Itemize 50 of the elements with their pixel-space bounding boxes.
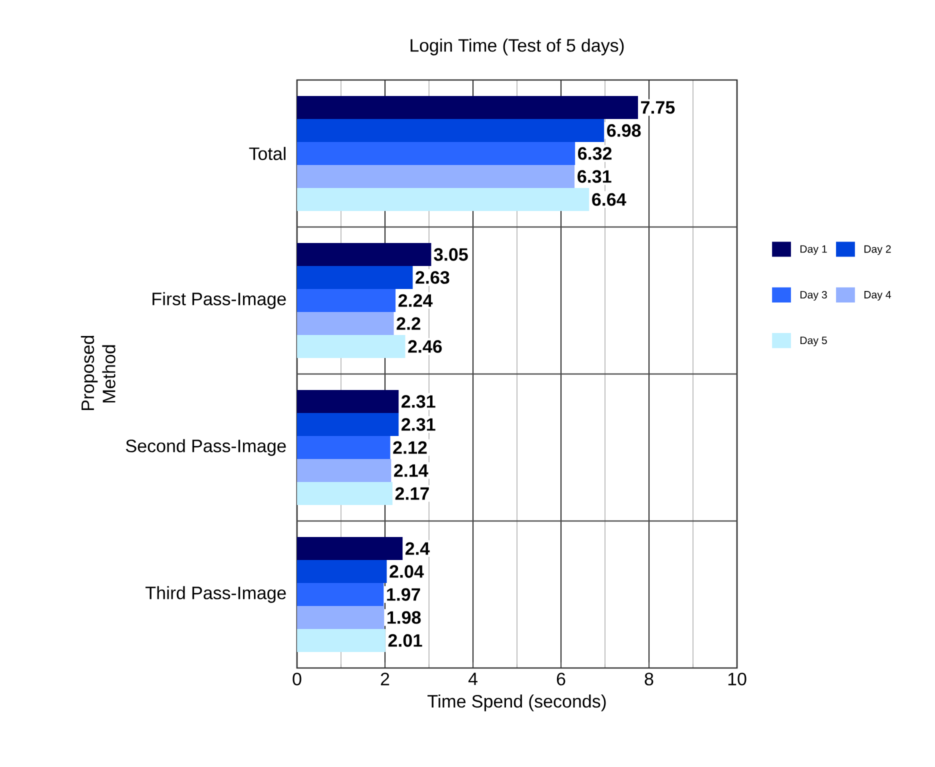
data-label: 1.97 bbox=[387, 588, 420, 601]
bar bbox=[297, 436, 390, 460]
data-label: 1.98 bbox=[388, 611, 421, 624]
y-axis-title: Proposed Method bbox=[80, 336, 116, 410]
x-tick-label: 4 bbox=[468, 672, 478, 686]
data-label: 6.31 bbox=[578, 170, 612, 183]
data-label: 2.12 bbox=[393, 441, 427, 454]
x-axis-title: Time Spend (seconds) bbox=[428, 694, 606, 712]
y-tick-label: Second Pass-Image bbox=[126, 439, 286, 456]
bar bbox=[297, 606, 384, 630]
legend-label: Day 1 bbox=[800, 245, 827, 255]
y-tick-label: Third Pass-Image bbox=[146, 586, 286, 603]
bar bbox=[297, 459, 392, 482]
x-tick-label: 0 bbox=[292, 672, 302, 686]
x-tick-label: 8 bbox=[644, 672, 654, 686]
data-label: 2.24 bbox=[398, 294, 433, 307]
bar bbox=[297, 96, 638, 120]
data-label: 7.75 bbox=[641, 101, 675, 114]
data-label: 6.32 bbox=[578, 147, 612, 160]
bar bbox=[297, 119, 604, 142]
data-label: 2.31 bbox=[402, 395, 436, 408]
data-label: 6.98 bbox=[607, 124, 641, 137]
data-label: 2.01 bbox=[388, 634, 422, 647]
legend-label: Day 3 bbox=[800, 290, 827, 301]
y-tick-label: Total bbox=[249, 146, 286, 160]
data-label: 2.2 bbox=[396, 317, 420, 330]
data-label: 2.46 bbox=[408, 340, 442, 353]
data-label: 2.17 bbox=[395, 487, 429, 500]
x-tick-label: 10 bbox=[728, 672, 746, 686]
x-tick-label: 6 bbox=[556, 672, 566, 686]
data-label: 2.04 bbox=[390, 565, 424, 578]
data-label: 3.05 bbox=[434, 248, 468, 261]
bar bbox=[297, 165, 575, 188]
y-tick-label: First Pass-Image bbox=[152, 292, 286, 309]
bar bbox=[297, 482, 392, 506]
data-label: 2.31 bbox=[402, 418, 436, 431]
x-tick-label: 2 bbox=[380, 672, 390, 686]
data-label: 2.4 bbox=[405, 542, 430, 555]
bar bbox=[297, 243, 432, 266]
legend-label: Day 2 bbox=[864, 245, 891, 255]
data-label: 6.64 bbox=[592, 193, 626, 206]
bar bbox=[297, 629, 386, 652]
data-label: 2.63 bbox=[416, 271, 450, 284]
bar bbox=[297, 335, 406, 358]
chart-title: Login Time (Test of 5 days) bbox=[410, 38, 624, 56]
bar bbox=[297, 266, 413, 290]
data-label: 2.14 bbox=[394, 464, 428, 477]
bar bbox=[297, 188, 590, 212]
legend-label: Day 4 bbox=[864, 291, 892, 301]
legend-label: Day 5 bbox=[800, 336, 827, 346]
